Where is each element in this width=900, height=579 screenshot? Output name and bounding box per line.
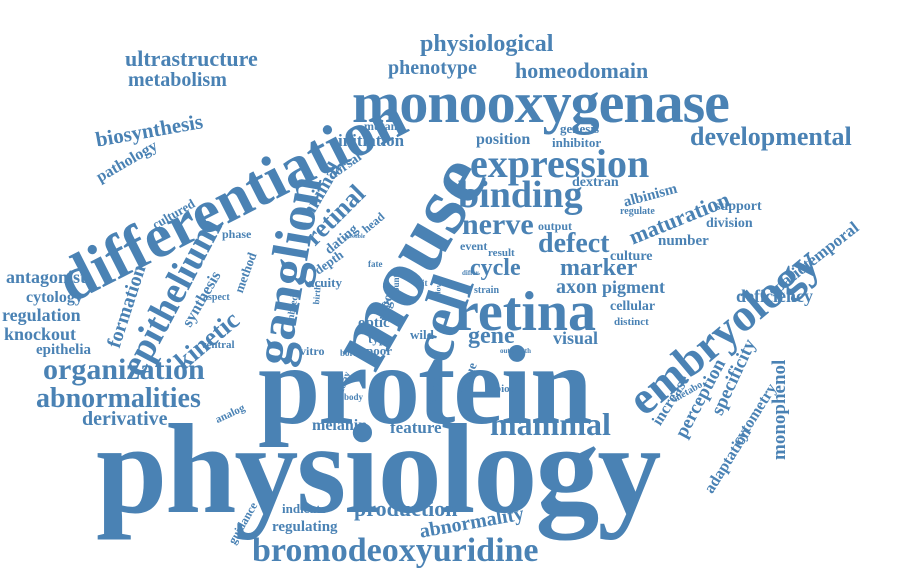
word-melanin: melanin: [312, 417, 368, 434]
word-expression: expression: [470, 141, 650, 186]
word-bromodeoxyuridine: bromodeoxyuridine: [252, 532, 539, 569]
word-method: method: [231, 250, 260, 295]
word-binding: binding: [458, 174, 583, 216]
word-feature: feature: [390, 418, 442, 437]
word-knockout: knockout: [4, 324, 77, 344]
word-position: position: [476, 131, 531, 148]
word-monophenol: monophenol: [769, 359, 790, 460]
word-culture: culture: [610, 249, 653, 264]
word-birth: birth: [311, 284, 323, 305]
word-cytology: cytology: [26, 289, 83, 306]
word-epithelia: epithelia: [36, 342, 91, 358]
word-cellular: cellular: [610, 299, 656, 314]
word-homeodomain: homeodomain: [515, 58, 649, 83]
word-developmental: developmental: [690, 122, 852, 151]
word-ultrastructure: ultrastructure: [125, 46, 258, 71]
word-regulation: regulation: [2, 305, 81, 325]
word-vitro: vitro: [300, 344, 325, 358]
word-phase: phase: [222, 227, 252, 241]
word-optic: optic: [358, 315, 390, 331]
word-derivative: derivative: [82, 408, 168, 430]
word-mammal: mammal: [490, 406, 611, 442]
word-inhibitor: inhibitor: [552, 135, 602, 150]
word-gene: gene: [468, 323, 515, 349]
word-physiological: physiological: [420, 31, 554, 57]
word-deficiency: deficiency: [736, 286, 813, 306]
word-type: type: [368, 331, 392, 346]
word-slit: slit: [416, 278, 428, 288]
word-event: event: [460, 239, 488, 253]
word-genesis: genesis: [560, 121, 599, 136]
word-abnormalities: abnormalities: [36, 383, 201, 414]
word-regulate: regulate: [620, 206, 655, 217]
word-poor: poor: [366, 343, 392, 358]
word-distinct: distinct: [614, 316, 649, 328]
word-phenotype: phenotype: [388, 57, 477, 79]
word-indicate: indicate: [282, 501, 327, 516]
word-outgrowth: outgrowth: [500, 347, 531, 355]
word-pigment: pigment: [602, 277, 665, 297]
word-physiology: physiology: [96, 398, 661, 540]
word-output: output: [538, 219, 573, 233]
word-visual: visual: [553, 328, 599, 348]
word-defect: defect: [538, 228, 610, 259]
word-born: born: [340, 348, 359, 358]
word-count: count: [391, 274, 401, 296]
word-axon: axon: [556, 276, 598, 298]
word-nerve: nerve: [462, 208, 534, 241]
word-possible: possible: [345, 234, 366, 240]
word-wild: wild: [410, 327, 434, 342]
word-aspect: aspect: [203, 292, 230, 303]
word-initiation: initiation: [338, 131, 405, 150]
word-mutant: mutant: [364, 119, 402, 133]
word-metabolism: metabolism: [128, 69, 227, 91]
word-monooxygenase: monooxygenase: [352, 70, 730, 135]
word-number: number: [658, 233, 709, 249]
word-dextran: dextran: [572, 175, 619, 190]
word-strain: strain: [474, 285, 499, 296]
word-marker: marker: [560, 255, 638, 281]
word-ventral: ventral: [201, 339, 235, 351]
word-flow: flow: [433, 281, 444, 297]
word-cycle: cycle: [470, 255, 521, 281]
word-biotin: biotin: [495, 383, 523, 395]
word-result: result: [488, 247, 515, 259]
word-acuity: acuity: [308, 275, 342, 290]
word-antagonist: antagonist: [6, 267, 87, 287]
word-differ: differ: [462, 269, 479, 277]
word-organization: organization: [43, 353, 205, 386]
word-support: support: [715, 199, 762, 214]
word-body: body: [344, 392, 364, 402]
word-division: division: [706, 216, 753, 231]
word-protein: protein: [258, 324, 592, 448]
word-fate: fate: [368, 259, 383, 269]
word-retina: retina: [454, 281, 597, 343]
word-regulating: regulating: [272, 519, 338, 535]
word-adaptation: adaptation: [701, 424, 755, 497]
word-production: production: [354, 496, 458, 521]
